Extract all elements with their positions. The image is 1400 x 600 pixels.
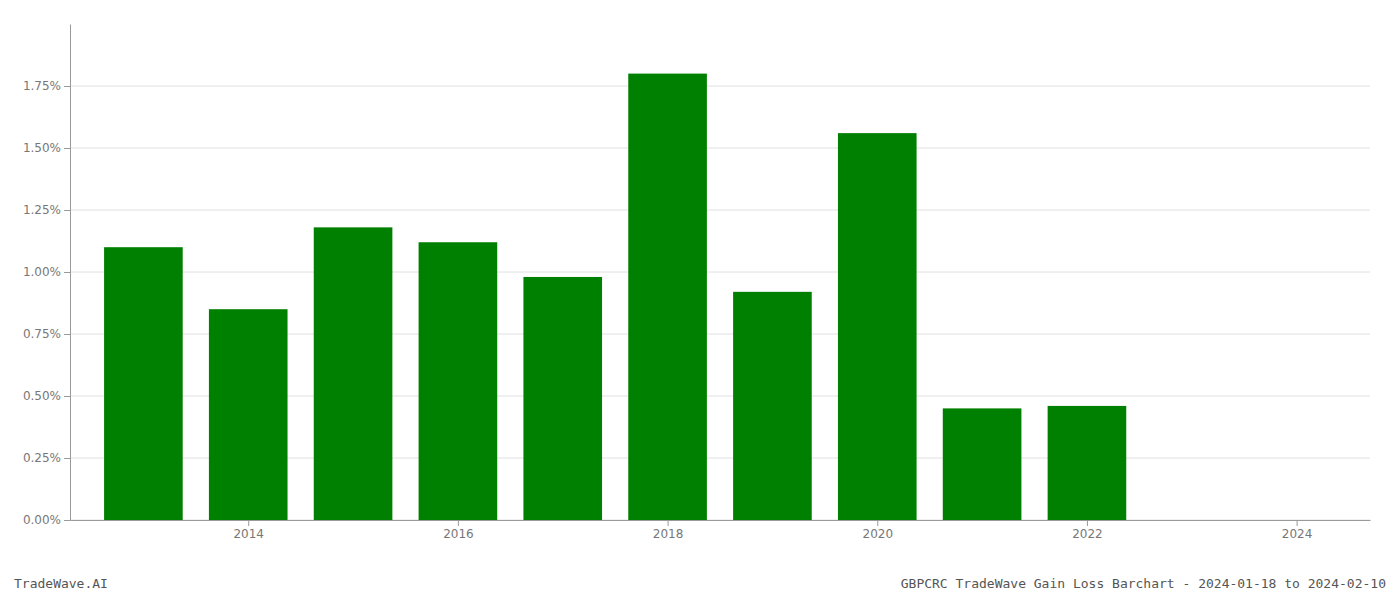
y-axis-line <box>70 25 71 521</box>
y-tick-label: 1.25% <box>23 203 61 217</box>
y-tick: 0.00% <box>23 513 70 527</box>
y-tick: 1.25% <box>23 203 70 217</box>
y-axis: 0.00% 0.25% 0.50% 0.75% 1.00% 1.25% 1.50% 1.75% <box>23 25 71 528</box>
y-tick-label: 1.75% <box>23 79 61 93</box>
bar <box>1152 520 1231 521</box>
x-tick-mark <box>458 520 459 526</box>
y-tick-mark <box>64 210 70 211</box>
y-tick-mark <box>64 148 70 149</box>
y-tick: 0.75% <box>23 327 70 341</box>
y-tick-mark <box>64 272 70 273</box>
x-tick: 2018 <box>653 520 684 541</box>
grid-line <box>70 86 1370 87</box>
x-tick-label: 2024 <box>1282 527 1313 541</box>
x-tick-label: 2014 <box>233 527 264 541</box>
grid-line <box>70 148 1370 149</box>
footer: TradeWave.AI GBPCRC TradeWave Gain Loss B… <box>14 576 1386 591</box>
y-tick: 0.25% <box>23 451 70 465</box>
bar <box>1048 406 1127 520</box>
bar <box>209 309 288 520</box>
x-tick-label: 2016 <box>443 527 474 541</box>
y-tick: 1.75% <box>23 79 70 93</box>
x-tick-mark <box>1087 520 1088 526</box>
footer-text: TradeWave.AI <box>14 576 108 591</box>
y-tick: 0.50% <box>23 389 70 403</box>
bar <box>733 292 812 520</box>
x-tick-mark <box>668 520 669 526</box>
x-tick: 2016 <box>443 520 474 541</box>
chart: 2014201620182020202220240.00%0.25%0.50%0… <box>0 0 1400 600</box>
y-tick-mark <box>64 86 70 87</box>
x-tick: 2024 <box>1282 520 1313 541</box>
bar <box>838 133 917 520</box>
bar <box>314 227 393 520</box>
grid <box>70 86 1370 520</box>
x-axis: 2014 2016 2018 2020 2022 2024 <box>71 520 1371 541</box>
bars <box>104 74 1126 520</box>
y-tick-label: 0.75% <box>23 327 61 341</box>
grid-line <box>70 272 1370 273</box>
bar <box>104 247 183 520</box>
y-tick-label: 0.50% <box>23 389 61 403</box>
y-tick: 1.00% <box>23 265 70 279</box>
y-tick-label: 0.25% <box>23 451 61 465</box>
footer-text: GBPCRC TradeWave Gain Loss Barchart - 20… <box>901 576 1386 591</box>
y-tick-mark <box>64 458 70 459</box>
x-tick: 2020 <box>862 520 893 541</box>
bar <box>628 74 707 520</box>
x-tick-mark <box>877 520 878 526</box>
y-tick-mark <box>64 520 70 521</box>
y-tick-mark <box>64 334 70 335</box>
x-tick-mark <box>248 520 249 526</box>
x-tick: 2022 <box>1072 520 1103 541</box>
y-tick-label: 1.00% <box>23 265 61 279</box>
x-tick-label: 2020 <box>862 527 893 541</box>
x-tick-label: 2022 <box>1072 527 1103 541</box>
grid-line <box>70 210 1370 211</box>
x-tick-mark <box>1297 520 1298 526</box>
y-tick-label: 0.00% <box>23 513 61 527</box>
x-tick: 2014 <box>233 520 264 541</box>
bar <box>943 408 1022 520</box>
y-tick-label: 1.50% <box>23 141 61 155</box>
bar <box>523 277 602 520</box>
x-axis-line <box>71 520 1371 521</box>
y-tick: 1.50% <box>23 141 70 155</box>
y-tick-mark <box>64 396 70 397</box>
bar <box>419 242 498 520</box>
x-tick-label: 2018 <box>653 527 684 541</box>
